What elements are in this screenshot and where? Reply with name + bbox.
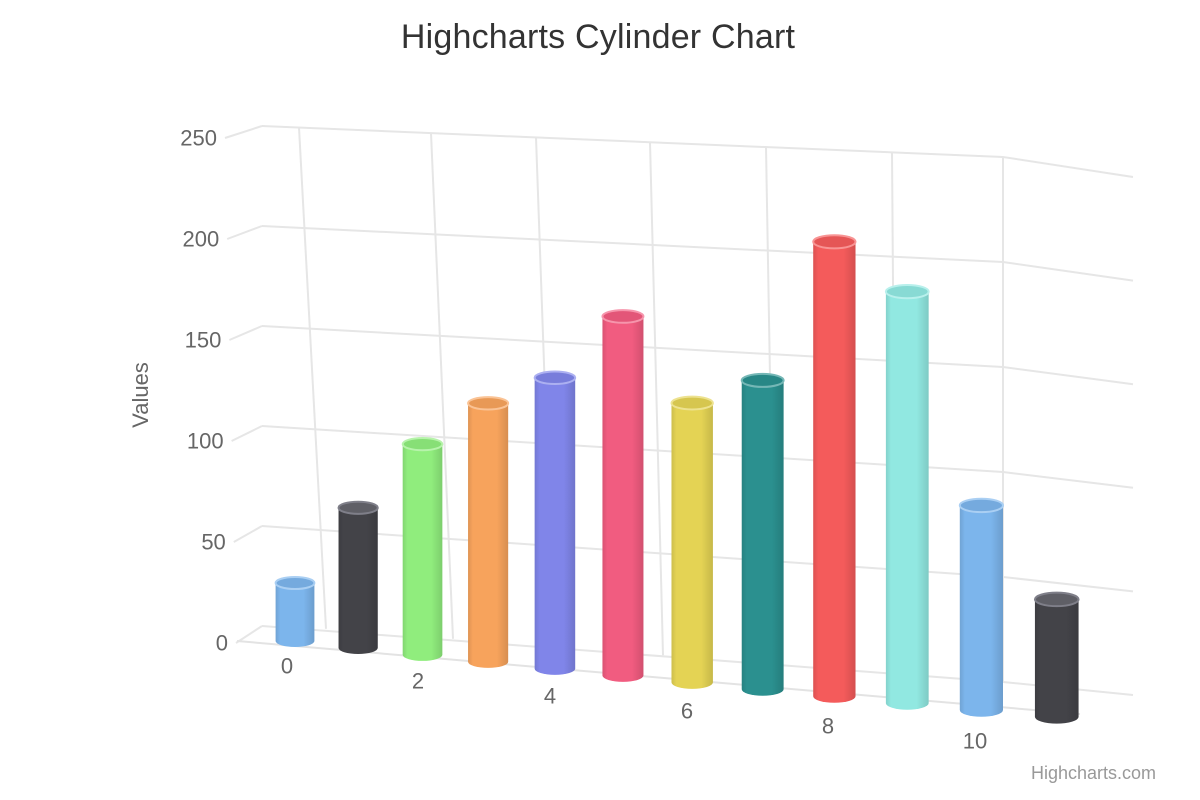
x-gridline <box>649 142 664 656</box>
cylinder-body <box>671 403 713 689</box>
cylinder-top <box>884 283 930 300</box>
y-tick-line <box>224 125 263 139</box>
x-tick-label: 4 <box>544 684 556 709</box>
y-tick-line <box>226 225 263 240</box>
y-tick-label: 0 <box>216 631 228 656</box>
y-tick-label: 200 <box>182 227 219 252</box>
y-tick-label: 150 <box>185 328 222 353</box>
cylinder-bar[interactable] <box>337 500 379 654</box>
cylinder-top <box>337 500 379 515</box>
cylinder-bar[interactable] <box>958 497 1005 717</box>
x-tick-label: 10 <box>963 729 987 754</box>
cylinder-top <box>533 370 577 386</box>
cylinder-top <box>670 395 714 411</box>
x-gridline <box>430 133 454 639</box>
cylinder-body <box>602 316 644 682</box>
cylinder-bar[interactable] <box>884 283 930 710</box>
cylinder-bar[interactable] <box>740 372 785 696</box>
y-tick-label: 100 <box>187 429 224 454</box>
cylinder-top <box>1033 591 1080 608</box>
x-tick-label: 8 <box>822 714 834 739</box>
cylinder-top <box>812 234 857 250</box>
cylinder-top <box>401 436 444 452</box>
cylinder-body <box>1034 599 1079 724</box>
y-tick-line <box>235 625 263 644</box>
cylinder-bar[interactable] <box>401 436 444 661</box>
cylinder-body <box>813 241 856 703</box>
cylinder-body <box>275 582 315 647</box>
x-tick-label: 0 <box>281 654 293 679</box>
y-tick-line <box>233 525 263 543</box>
y-tick-label: 250 <box>180 126 217 151</box>
cylinder-top <box>958 497 1005 514</box>
cylinder-top <box>467 396 510 411</box>
cylinder-body <box>468 403 509 668</box>
y-tick-line <box>229 325 263 341</box>
chart-title: Highcharts Cylinder Chart <box>400 18 796 56</box>
cylinder-bar[interactable] <box>1033 591 1080 724</box>
x-axis-line <box>236 640 1081 715</box>
cylinder-body <box>534 377 576 675</box>
y-tick-line <box>231 425 263 442</box>
cylinder-top <box>601 309 645 324</box>
cylinder-top <box>274 575 316 590</box>
x-tick-label: 6 <box>681 699 693 724</box>
cylinder-bar[interactable] <box>670 395 714 689</box>
cylinder-bar[interactable] <box>812 234 857 703</box>
cylinder-bar[interactable] <box>467 396 510 668</box>
credits-link[interactable]: Highcharts.com <box>1030 763 1156 783</box>
cylinder-body <box>338 507 378 654</box>
cylinder-top <box>740 372 785 388</box>
cylinder-body <box>741 380 784 696</box>
cylinder-bar[interactable] <box>274 575 316 647</box>
cylinder-body <box>402 444 443 661</box>
y-tick-label: 50 <box>201 530 225 555</box>
y-axis-title: Values <box>128 362 153 428</box>
x-tick-label: 2 <box>412 669 424 694</box>
x-gridline <box>298 127 327 629</box>
cylinder-bar[interactable] <box>601 309 645 682</box>
cylinder-body <box>959 505 1003 717</box>
cylinder-bar[interactable] <box>533 370 577 675</box>
cylinder-body <box>885 291 929 710</box>
